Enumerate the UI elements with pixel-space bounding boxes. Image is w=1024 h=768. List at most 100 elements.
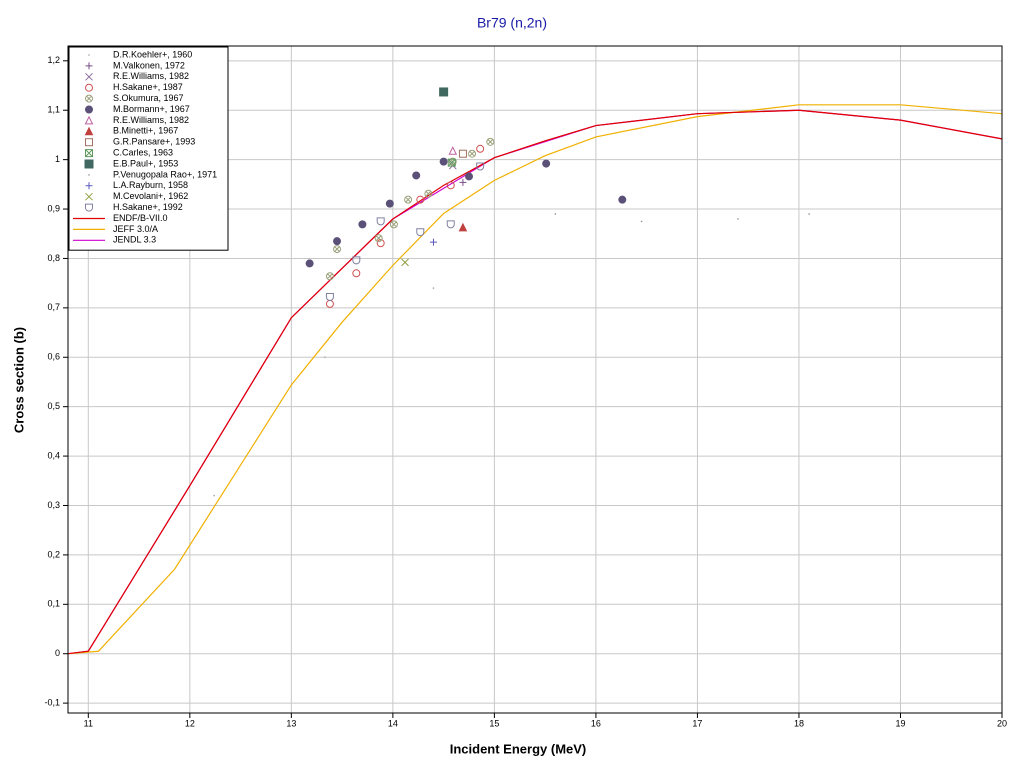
data-point: [439, 87, 449, 97]
axes: 11 12 13 14 15 16 17 18 19 20 -0,1 0 0,1 0,2 0,3 0,4 0,5…: [44, 55, 1007, 728]
legend-marker: [88, 54, 90, 56]
x-tick-label: 12: [185, 718, 195, 728]
legend-label: JEFF 3.0/A: [113, 224, 158, 234]
x-axis-title: Incident Energy (MeV): [450, 741, 587, 756]
data-point: [432, 287, 435, 289]
legend-label: ENDF/B-VII.0: [113, 213, 168, 223]
data-point: [640, 220, 643, 223]
legend-marker: [88, 174, 90, 176]
legend-label: D.R.Koehler+, 1960: [113, 49, 192, 59]
data-point: [416, 195, 425, 204]
x-tick-label: 15: [489, 718, 499, 728]
legend-label: JENDL 3.3: [113, 235, 156, 245]
y-tick-label: 0,6: [47, 352, 60, 362]
data-point: [448, 146, 458, 155]
data-point: [439, 157, 448, 166]
legend-box: [68, 46, 229, 251]
data-point: [324, 356, 326, 359]
data-point: [459, 178, 467, 186]
data-point: [458, 222, 468, 232]
x-tick-label: 19: [895, 718, 905, 728]
marks: [68, 87, 1002, 655]
data-point: [542, 159, 551, 168]
line-series: [68, 104, 1002, 655]
data-point: [446, 220, 455, 229]
legend-label: P.Venugopala Rao+, 1971: [113, 169, 217, 179]
data-point: [476, 162, 485, 171]
data-point: [458, 149, 467, 158]
legend-marker: [84, 126, 94, 136]
y-axis-title: Cross section (b): [11, 327, 26, 433]
legend-label: M.Cevolani+, 1962: [113, 191, 188, 201]
data-point: [352, 269, 361, 278]
data-point: [385, 199, 394, 208]
data-point: [352, 256, 361, 265]
legend-label: B.Minetti+, 1967: [113, 126, 178, 136]
data-point: [333, 245, 342, 254]
y-tick-label: 1: [55, 154, 60, 164]
data-point: [808, 213, 810, 215]
x-tick-label: 20: [997, 718, 1007, 728]
chart-title: Br79 (n,2n): [477, 15, 547, 31]
x-tick-label: 18: [794, 718, 804, 728]
x-tick-label: 17: [692, 718, 702, 728]
legend-marker: [85, 105, 93, 114]
legend-label: E.B.Paul+, 1953: [113, 158, 178, 168]
grid: [68, 46, 1003, 713]
legend-label: R.E.Williams, 1982: [113, 71, 189, 81]
y-tick-label: 1,2: [47, 55, 60, 65]
data-point: [325, 272, 334, 281]
data-point: [412, 171, 421, 180]
data-point: [618, 195, 627, 204]
y-tick-label: 0,9: [47, 203, 60, 213]
data-point: [465, 172, 474, 181]
legend-marker: [84, 159, 94, 169]
data-point: [737, 218, 739, 220]
legend-label: M.Bormann+, 1967: [113, 104, 190, 114]
y-tick-label: 0: [55, 648, 60, 658]
y-tick-label: 0,3: [47, 500, 60, 510]
data-point: [333, 237, 342, 246]
legend-label: M.Valkonen, 1972: [113, 60, 185, 70]
data-point: [554, 213, 557, 215]
legend-marker: [85, 72, 93, 81]
legend-label: H.Sakane+, 1992: [113, 202, 183, 212]
legend-marker: [85, 94, 94, 103]
y-tick-label: 0,1: [47, 599, 60, 609]
data-point: [358, 220, 367, 229]
data-point: [446, 181, 455, 190]
y-tick-label: 0,5: [47, 401, 60, 411]
y-tick-label: 0,8: [47, 253, 60, 263]
data-point: [486, 137, 495, 146]
data-point: [305, 259, 314, 268]
legend-marker: [85, 83, 93, 92]
y-tick-label: 0,4: [47, 450, 60, 460]
data-point: [374, 234, 383, 243]
x-tick-label: 11: [84, 718, 93, 728]
data-point: [416, 228, 425, 237]
legend-label: G.R.Pansare+, 1993: [113, 137, 195, 147]
y-tick-label: -0,1: [44, 697, 60, 707]
legend-marker: [85, 203, 93, 212]
legend-marker: [85, 62, 93, 70]
data-point: [389, 220, 398, 229]
line-series: [68, 109, 1002, 655]
legend-label: C.Carles, 1963: [113, 147, 173, 157]
data-point: [325, 292, 334, 301]
legend-label: R.E.Williams, 1982: [113, 115, 189, 125]
data-point: [429, 238, 437, 246]
data-point: [376, 217, 385, 226]
y-tick-label: 1,1: [47, 105, 60, 115]
data-point: [468, 149, 477, 158]
legend-marker: [85, 149, 93, 158]
plot-frame: [67, 45, 1003, 714]
x-tick-label: 13: [286, 718, 296, 728]
y-tick-label: 0,2: [47, 549, 60, 559]
data-point: [424, 189, 433, 198]
y-tick-label: 0,7: [47, 302, 60, 312]
legend-marker: [85, 182, 93, 190]
data-point: [404, 195, 413, 204]
